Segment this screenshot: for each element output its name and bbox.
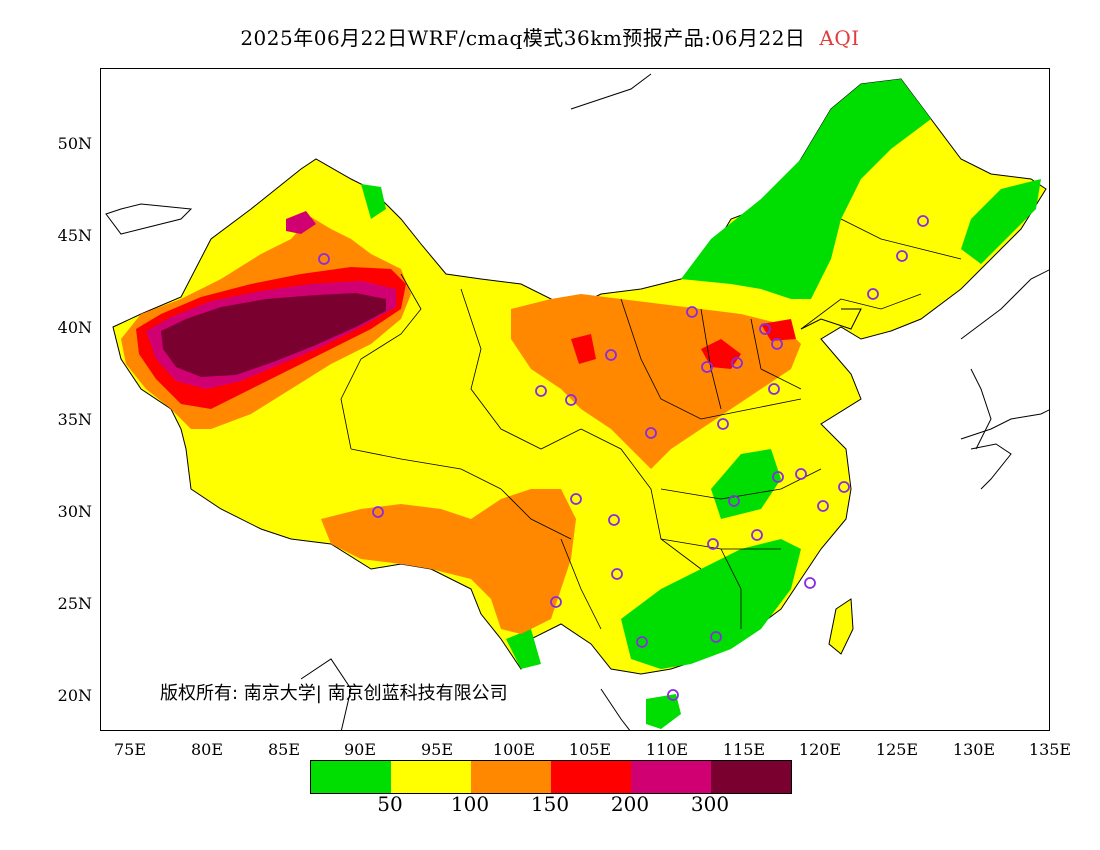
station-marker	[838, 481, 850, 493]
aqi-green-yunnan	[506, 629, 541, 669]
station-marker	[645, 427, 657, 439]
lon-label: 105E	[568, 740, 612, 759]
title-text: 2025年06月22日WRF/cmaq模式36km预报产品:06月22日	[240, 26, 806, 50]
lat-label: 25N	[57, 594, 92, 613]
lat-label: 30N	[57, 502, 92, 521]
lat-label: 40N	[57, 318, 92, 337]
lon-label: 125E	[875, 740, 919, 759]
station-marker	[686, 306, 698, 318]
station-marker	[535, 385, 547, 397]
legend-label: 100	[450, 792, 490, 816]
lon-label: 115E	[722, 740, 766, 759]
aqi-magenta-dzungaria	[286, 211, 316, 234]
legend-label: 200	[610, 792, 650, 816]
legend-swatch-red	[551, 761, 631, 793]
legend-swatch-magenta	[631, 761, 711, 793]
lon-label: 75E	[113, 740, 147, 759]
station-marker	[707, 538, 719, 550]
legend-swatch-yellow	[391, 761, 471, 793]
station-marker	[731, 357, 743, 369]
station-marker	[667, 689, 679, 701]
lon-label: 130E	[952, 740, 996, 759]
aqi-green-xj-north	[361, 184, 386, 219]
legend-swatch-maroon	[711, 761, 791, 793]
lon-label: 120E	[798, 740, 842, 759]
station-marker	[611, 568, 623, 580]
station-marker	[565, 394, 577, 406]
aqi-green-hainan	[646, 694, 681, 729]
station-marker	[771, 338, 783, 350]
station-marker	[550, 596, 562, 608]
station-marker	[795, 468, 807, 480]
aqi-green-south	[621, 539, 801, 669]
lon-label: 110E	[645, 740, 689, 759]
lon-label: 135E	[1028, 740, 1072, 759]
station-marker	[917, 215, 929, 227]
station-marker	[717, 418, 729, 430]
station-marker	[751, 529, 763, 541]
aqi-maroon-taklamakan	[161, 293, 386, 377]
legend-label: 50	[377, 792, 403, 816]
neighbor-coastlines	[105, 73, 1049, 730]
lon-label: 95E	[420, 740, 454, 759]
aqi-orange-yunnan	[486, 569, 546, 629]
legend-label: 300	[690, 792, 730, 816]
lon-label: 80E	[190, 740, 224, 759]
variable-label: AQI	[819, 26, 860, 50]
lat-label: 20N	[57, 686, 92, 705]
station-marker	[318, 253, 330, 265]
lon-label: 85E	[267, 740, 301, 759]
station-marker	[759, 323, 771, 335]
map-title: 2025年06月22日WRF/cmaq模式36km预报产品:06月22日 AQI	[0, 22, 1100, 51]
lat-label: 35N	[57, 410, 92, 429]
aqi-legend	[310, 760, 792, 794]
map-frame[interactable]	[100, 68, 1050, 731]
station-marker	[896, 250, 908, 262]
station-marker	[570, 493, 582, 505]
station-marker	[804, 577, 816, 589]
station-marker	[772, 471, 784, 483]
station-marker	[605, 349, 617, 361]
aqi-yellow-taiwan	[828, 598, 854, 655]
legend-swatch-orange	[471, 761, 551, 793]
station-marker	[636, 636, 648, 648]
aqi-red-tianjin	[761, 319, 796, 341]
aqi-red-shaanxi	[571, 334, 596, 364]
station-marker	[372, 506, 384, 518]
station-marker	[768, 383, 780, 395]
lon-label: 100E	[492, 740, 536, 759]
legend-swatch-green	[311, 761, 391, 793]
lat-label: 45N	[57, 226, 92, 245]
station-marker	[608, 514, 620, 526]
copyright-text: 版权所有: 南京大学| 南京创蓝科技有限公司	[160, 683, 508, 704]
station-marker	[728, 495, 740, 507]
aqi-green-east-ne	[961, 179, 1041, 264]
station-marker	[710, 631, 722, 643]
station-marker	[701, 361, 713, 373]
lon-label: 90E	[343, 740, 377, 759]
aqi-map	[105, 73, 1049, 730]
aqi-green-northeast	[681, 79, 931, 299]
legend-label: 150	[530, 792, 570, 816]
station-marker	[867, 288, 879, 300]
station-marker	[817, 500, 829, 512]
station-markers	[318, 215, 929, 701]
aqi-red-huabei	[701, 339, 741, 369]
lat-label: 50N	[57, 134, 92, 153]
